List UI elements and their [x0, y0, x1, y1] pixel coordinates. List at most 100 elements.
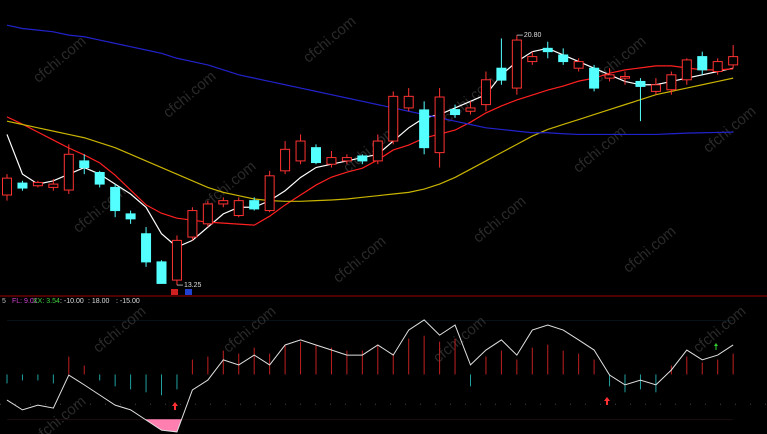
indicator-bar	[207, 356, 209, 375]
candle-body	[419, 109, 430, 149]
indicator-bar	[361, 350, 363, 375]
candle-body	[465, 107, 476, 112]
watermark: cfchi.com	[470, 193, 529, 247]
indicator-bar	[253, 347, 255, 375]
watermark: cfchi.com	[330, 233, 389, 287]
candle-body	[17, 182, 28, 189]
candle-body	[187, 210, 198, 238]
indicator-bar	[547, 344, 549, 375]
indicator-bar	[315, 344, 317, 375]
watermark: cfchi.com	[570, 123, 629, 177]
candle-body	[156, 261, 167, 284]
annotation: 20.80	[524, 32, 542, 39]
indicator-bar	[68, 356, 70, 375]
level-label: : -10.00	[60, 298, 84, 305]
candle-body	[573, 61, 584, 69]
indicator-bar	[454, 338, 456, 375]
candle-body	[434, 96, 445, 154]
indicator-bar	[686, 356, 688, 375]
annotation: 13.25	[184, 282, 202, 289]
candle-body	[79, 160, 90, 169]
indicator-bar	[408, 338, 410, 375]
candle-body	[527, 56, 538, 63]
candle-body	[666, 74, 677, 91]
watermark: cfchi.com	[300, 13, 359, 67]
candle-body	[496, 67, 507, 81]
candle-body	[589, 67, 600, 89]
watermark: cfchi.com	[220, 303, 279, 357]
candle-body	[388, 95, 399, 142]
indicator-bar	[624, 374, 626, 393]
indicator-bar	[191, 359, 193, 375]
indicator-bar	[562, 350, 564, 375]
indicator-bar	[83, 365, 85, 375]
indicator-bar	[578, 353, 580, 375]
indicator-bar	[485, 356, 487, 375]
indicator-bar	[222, 350, 224, 375]
indicator-bar	[269, 353, 271, 375]
candle-body	[372, 140, 383, 162]
candle-body	[450, 109, 461, 116]
candle-body	[712, 61, 723, 73]
candle-body	[620, 75, 630, 79]
candle-body	[635, 80, 646, 87]
indicator-bar	[145, 374, 147, 393]
indicator-bar	[701, 362, 703, 375]
candle-body	[542, 47, 553, 53]
indicator-bar	[593, 359, 595, 375]
candle-body	[171, 239, 182, 281]
indicator-bar	[346, 350, 348, 375]
indicator-bar	[717, 359, 719, 375]
indicator-bar	[300, 341, 302, 375]
level-label: : 18.00	[88, 298, 110, 305]
buy-arrow	[604, 397, 610, 405]
candle-body	[728, 56, 739, 66]
candle-body	[249, 200, 260, 210]
candle-body	[357, 155, 368, 162]
watermark: cfchi.com	[160, 68, 219, 122]
indicator-bar	[655, 374, 657, 393]
indicator-bar	[284, 344, 286, 375]
indicator-bar	[176, 374, 178, 390]
candle-body	[558, 54, 569, 63]
indicator-bar	[500, 350, 502, 375]
indicator-bar	[238, 353, 240, 375]
indicator-bar	[21, 374, 23, 381]
candle-body	[63, 153, 74, 191]
candle-body	[141, 233, 152, 263]
watermark: cfchi.com	[30, 393, 89, 434]
candle-body	[697, 56, 708, 71]
xx-label: XX: 3.54	[33, 298, 60, 305]
indicator-bar	[392, 353, 394, 375]
candle-body	[511, 39, 522, 89]
candle-body	[110, 186, 121, 212]
signal-icon	[185, 289, 192, 295]
watermark: cfchi.com	[90, 303, 149, 357]
candle-body	[326, 157, 337, 165]
indicator-bar	[6, 374, 8, 384]
ma-line	[6, 65, 734, 226]
candle-body	[311, 147, 321, 164]
candle-body	[264, 175, 275, 212]
indicator-bar	[470, 374, 471, 387]
candle-body	[233, 200, 244, 217]
candle-body	[202, 203, 213, 225]
level-label: : -15.00	[116, 298, 140, 305]
watermark: cfchi.com	[700, 103, 759, 157]
candle-body	[295, 140, 306, 162]
watermark: cfchi.com	[620, 223, 679, 277]
signal-arrow	[714, 343, 718, 350]
candle-body	[2, 177, 12, 196]
indicator-bar	[330, 347, 332, 375]
candle-body	[403, 95, 414, 109]
indicator-bar	[377, 344, 379, 375]
indicator-bar	[732, 353, 734, 375]
candle-body	[48, 183, 59, 188]
watermark: cfchi.com	[430, 313, 489, 367]
indicator-bar	[609, 374, 611, 387]
indicator-line	[6, 319, 734, 433]
candle-body	[32, 181, 43, 187]
oversold-fill	[144, 419, 182, 432]
indicator-bar	[161, 374, 162, 396]
